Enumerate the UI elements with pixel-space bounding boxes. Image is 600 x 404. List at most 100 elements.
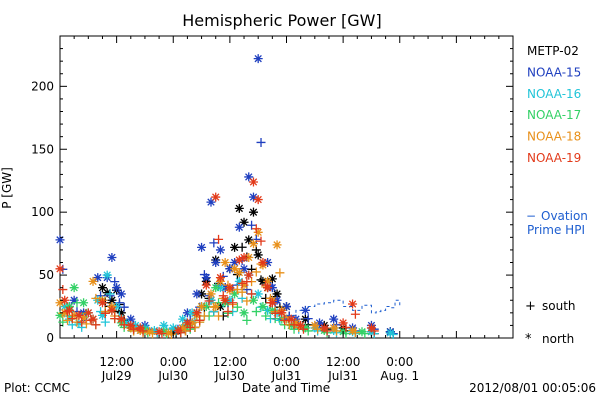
- marker-legend-symbol: +: [525, 299, 536, 314]
- data-point-south: [256, 137, 266, 147]
- data-point-south: [360, 329, 370, 339]
- data-point-south: [232, 285, 242, 295]
- data-point-south: [332, 326, 342, 336]
- data-point-south: [251, 224, 261, 234]
- data-point-north: [154, 327, 164, 337]
- data-point-north: [197, 289, 207, 299]
- plot-frame-group: [59, 35, 514, 339]
- data-point-north: [135, 323, 145, 333]
- legend-entry: NOAA-15: [527, 65, 581, 79]
- ovation-legend: − Ovation Prime HPI: [526, 209, 588, 237]
- data-point-north: [234, 276, 244, 286]
- y-axis: 0 50 100 150 200: [31, 35, 513, 345]
- data-point-north: [93, 273, 103, 283]
- data-point-north: [126, 314, 136, 324]
- data-point-south: [214, 234, 224, 244]
- data-point-north: [182, 318, 192, 328]
- data-point-north: [272, 289, 282, 299]
- x-axis-label: Date and Time: [242, 381, 330, 395]
- data-point-north: [267, 274, 277, 284]
- data-point-south: [119, 302, 129, 312]
- x-axis: 12:00Jul290:00Jul3012:00Jul300:00Jul3112…: [59, 36, 514, 383]
- data-point-north: [234, 203, 244, 213]
- data-point-north: [206, 295, 216, 305]
- data-point-north: [88, 314, 98, 324]
- data-point-south: [228, 298, 238, 308]
- data-point-south: [247, 220, 257, 230]
- x-tick-label-time: 0:00: [386, 355, 413, 369]
- chart-title: Hemispheric Power [GW]: [182, 11, 381, 30]
- data-point-north: [159, 320, 169, 330]
- data-point-north: [107, 305, 117, 315]
- data-point-south: [261, 311, 271, 321]
- marker-legend-label: south: [542, 299, 576, 313]
- data-point-south: [91, 320, 101, 330]
- data-point-north: [79, 313, 89, 323]
- data-point-north: [244, 270, 254, 280]
- data-point-north: [192, 289, 202, 299]
- series-group: [55, 54, 398, 339]
- data-point-north: [348, 325, 358, 335]
- data-point-north: [197, 242, 207, 252]
- data-point-south: [199, 311, 209, 321]
- series-noaa-19: [55, 177, 379, 339]
- data-point-north: [225, 295, 235, 305]
- plot-frame: [59, 35, 514, 339]
- data-point-north: [239, 280, 249, 290]
- data-point-north: [253, 54, 263, 64]
- ovation-legend-dash: −: [526, 209, 536, 223]
- ovation-legend-label-line1: Ovation: [541, 209, 588, 223]
- data-point-south: [341, 322, 351, 332]
- data-point-north: [220, 258, 230, 267]
- data-point-north: [215, 245, 225, 255]
- data-point-south: [237, 242, 247, 252]
- data-point-north: [263, 283, 273, 293]
- data-point-north: [121, 318, 131, 328]
- data-point-south: [247, 289, 257, 299]
- data-point-south: [195, 315, 205, 325]
- data-point-north: [107, 252, 117, 262]
- data-point-south: [166, 329, 176, 339]
- data-point-north: [230, 264, 240, 274]
- data-point-north: [300, 305, 310, 315]
- data-point-south: [67, 314, 77, 324]
- data-point-north: [168, 323, 178, 333]
- data-point-north: [178, 314, 188, 324]
- y-tick-label: 100: [31, 205, 54, 219]
- data-point-north: [253, 250, 263, 260]
- data-point-south: [275, 268, 285, 278]
- data-point-north: [267, 283, 277, 293]
- data-point-north: [248, 239, 258, 249]
- data-point-north: [263, 258, 273, 267]
- data-point-north: [230, 258, 240, 267]
- data-point-north: [244, 235, 254, 245]
- data-point-north: [357, 327, 367, 337]
- data-point-north: [258, 258, 268, 267]
- data-point-south: [388, 329, 398, 339]
- data-point-north: [60, 302, 70, 312]
- data-point-north: [277, 308, 287, 318]
- data-point-north: [187, 308, 197, 318]
- data-point-north: [215, 283, 225, 293]
- data-point-north: [60, 295, 70, 305]
- data-point-north: [310, 320, 320, 330]
- data-point-north: [234, 268, 244, 278]
- data-point-north: [116, 289, 126, 299]
- data-point-north: [201, 273, 211, 283]
- data-point-north: [55, 235, 65, 245]
- data-point-north: [215, 273, 225, 283]
- y-tick-label: 150: [31, 142, 54, 156]
- data-point-north: [225, 283, 235, 293]
- data-point-south: [242, 277, 252, 287]
- data-point-north: [234, 222, 244, 232]
- x-tick-label-time: 12:00: [326, 355, 361, 369]
- data-point-north: [97, 283, 107, 293]
- x-tick-label-date: Jul30: [157, 369, 188, 383]
- ovation-group: [272, 299, 401, 320]
- data-point-south: [129, 324, 139, 334]
- data-point-north: [258, 276, 268, 286]
- data-point-south: [237, 287, 247, 297]
- data-point-north: [145, 327, 155, 337]
- data-point-north: [267, 305, 277, 315]
